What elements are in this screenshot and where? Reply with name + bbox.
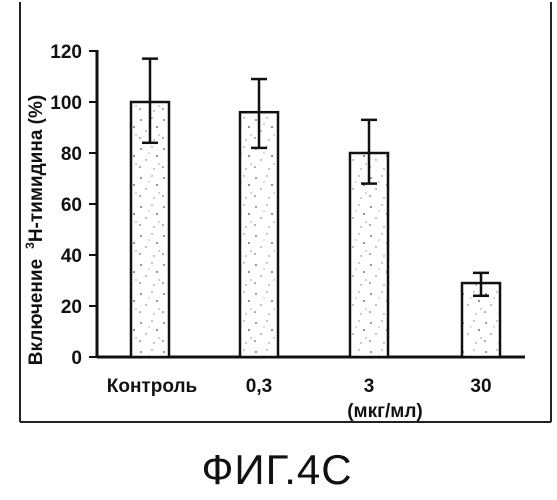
x-axis-unit-label: (мкг/мл): [347, 401, 423, 422]
y-tick-label: 0: [71, 348, 82, 369]
x-tick-label: 30: [470, 376, 491, 397]
y-tick-label: 60: [61, 195, 82, 216]
y-tick-label: 100: [50, 93, 82, 114]
y-tick-label: 40: [61, 246, 82, 267]
y-tick-label: 80: [61, 144, 82, 165]
error-bars: [142, 59, 489, 296]
y-axis-label-prefix: Включение: [26, 259, 47, 365]
figure-caption: ФИГ.4С: [201, 446, 352, 493]
x-tick-label: Контроль: [107, 376, 197, 397]
y-tick-label: 20: [61, 297, 82, 318]
y-axis-label-suffix: H-тимидина (%): [26, 95, 47, 242]
y-ticks: 0 20 40 60 80 100 120: [50, 42, 97, 369]
y-tick-label: 120: [50, 42, 82, 63]
x-tick-labels: Контроль 0,3 3 30: [107, 376, 492, 397]
y-axis-label: Включение3H-тимидина (%): [23, 95, 47, 365]
x-tick-label: 3: [364, 376, 375, 397]
bars: [131, 102, 500, 357]
x-tick-label: 0,3: [246, 376, 272, 397]
